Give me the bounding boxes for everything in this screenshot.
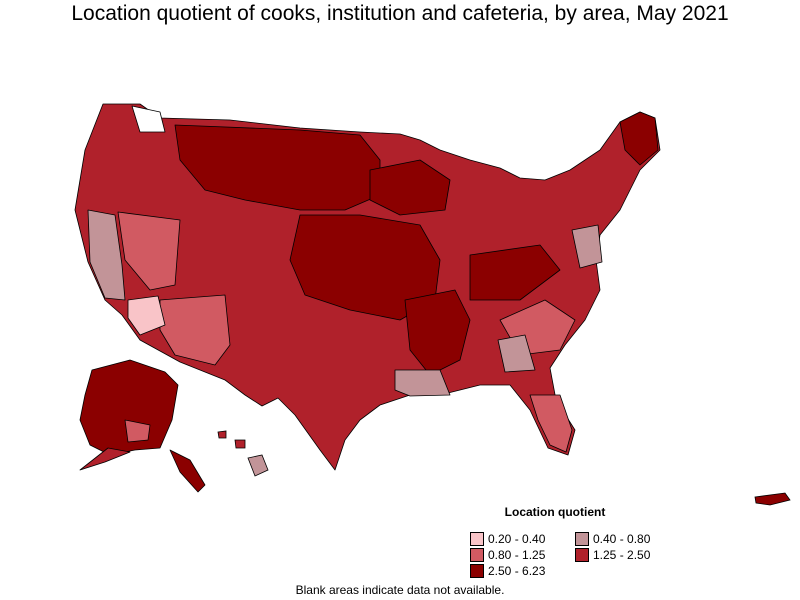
legend-label: 1.25 - 2.50 — [593, 548, 651, 562]
legend-item-2: 0.40 - 0.80 — [575, 532, 650, 546]
region-california-coast — [87, 209, 126, 301]
region-mississippi — [404, 289, 471, 376]
legend-item-5: 2.50 - 6.23 — [470, 564, 545, 578]
puerto-rico — [754, 492, 791, 506]
region-great-lakes — [369, 159, 451, 216]
legend-label: 0.20 - 0.40 — [488, 532, 546, 546]
legend-swatch — [575, 532, 589, 546]
legend-item-4: 1.25 - 2.50 — [575, 548, 650, 562]
alaska — [79, 359, 206, 493]
legend-swatch — [575, 548, 589, 562]
region-hawaii-oahu — [217, 430, 227, 439]
map-title: Location quotient of cooks, institution … — [71, 2, 729, 25]
legend-item-1: 0.20 - 0.40 — [470, 532, 545, 546]
hawaii — [217, 430, 269, 477]
region-alaska-southeast — [169, 449, 206, 493]
region-southern-california — [127, 295, 166, 336]
legend-label: 2.50 - 6.23 — [488, 564, 546, 578]
region-alaska-peninsula — [79, 447, 131, 471]
region-alaska — [79, 359, 179, 456]
region-alaska-south-mid — [124, 419, 151, 443]
legend-label: 0.80 - 1.25 — [488, 548, 546, 562]
legend-swatch — [470, 564, 484, 578]
region-no-data-washington — [131, 105, 166, 133]
region-georgia — [497, 334, 536, 373]
region-gulf-coast — [394, 369, 451, 397]
legend-item-3: 0.80 - 1.25 — [470, 548, 545, 562]
region-nevada — [117, 211, 181, 291]
region-maine — [619, 111, 659, 166]
contiguous-us — [74, 103, 661, 471]
legend-label: 0.40 - 0.80 — [593, 532, 651, 546]
region-kentucky-tennessee — [469, 244, 561, 301]
footnote: Blank areas indicate data not available. — [295, 583, 505, 597]
region-north-plains — [174, 124, 381, 211]
legend-swatch — [470, 532, 484, 546]
region-florida — [529, 394, 573, 453]
legend-title: Location quotient — [504, 505, 606, 519]
region-mid-atlantic — [571, 224, 603, 269]
region-arizona — [159, 294, 231, 366]
region-hawaii-big-island — [247, 454, 269, 477]
region-hawaii-maui — [234, 439, 246, 449]
legend-swatch — [470, 548, 484, 562]
region-puerto-rico — [754, 492, 791, 506]
